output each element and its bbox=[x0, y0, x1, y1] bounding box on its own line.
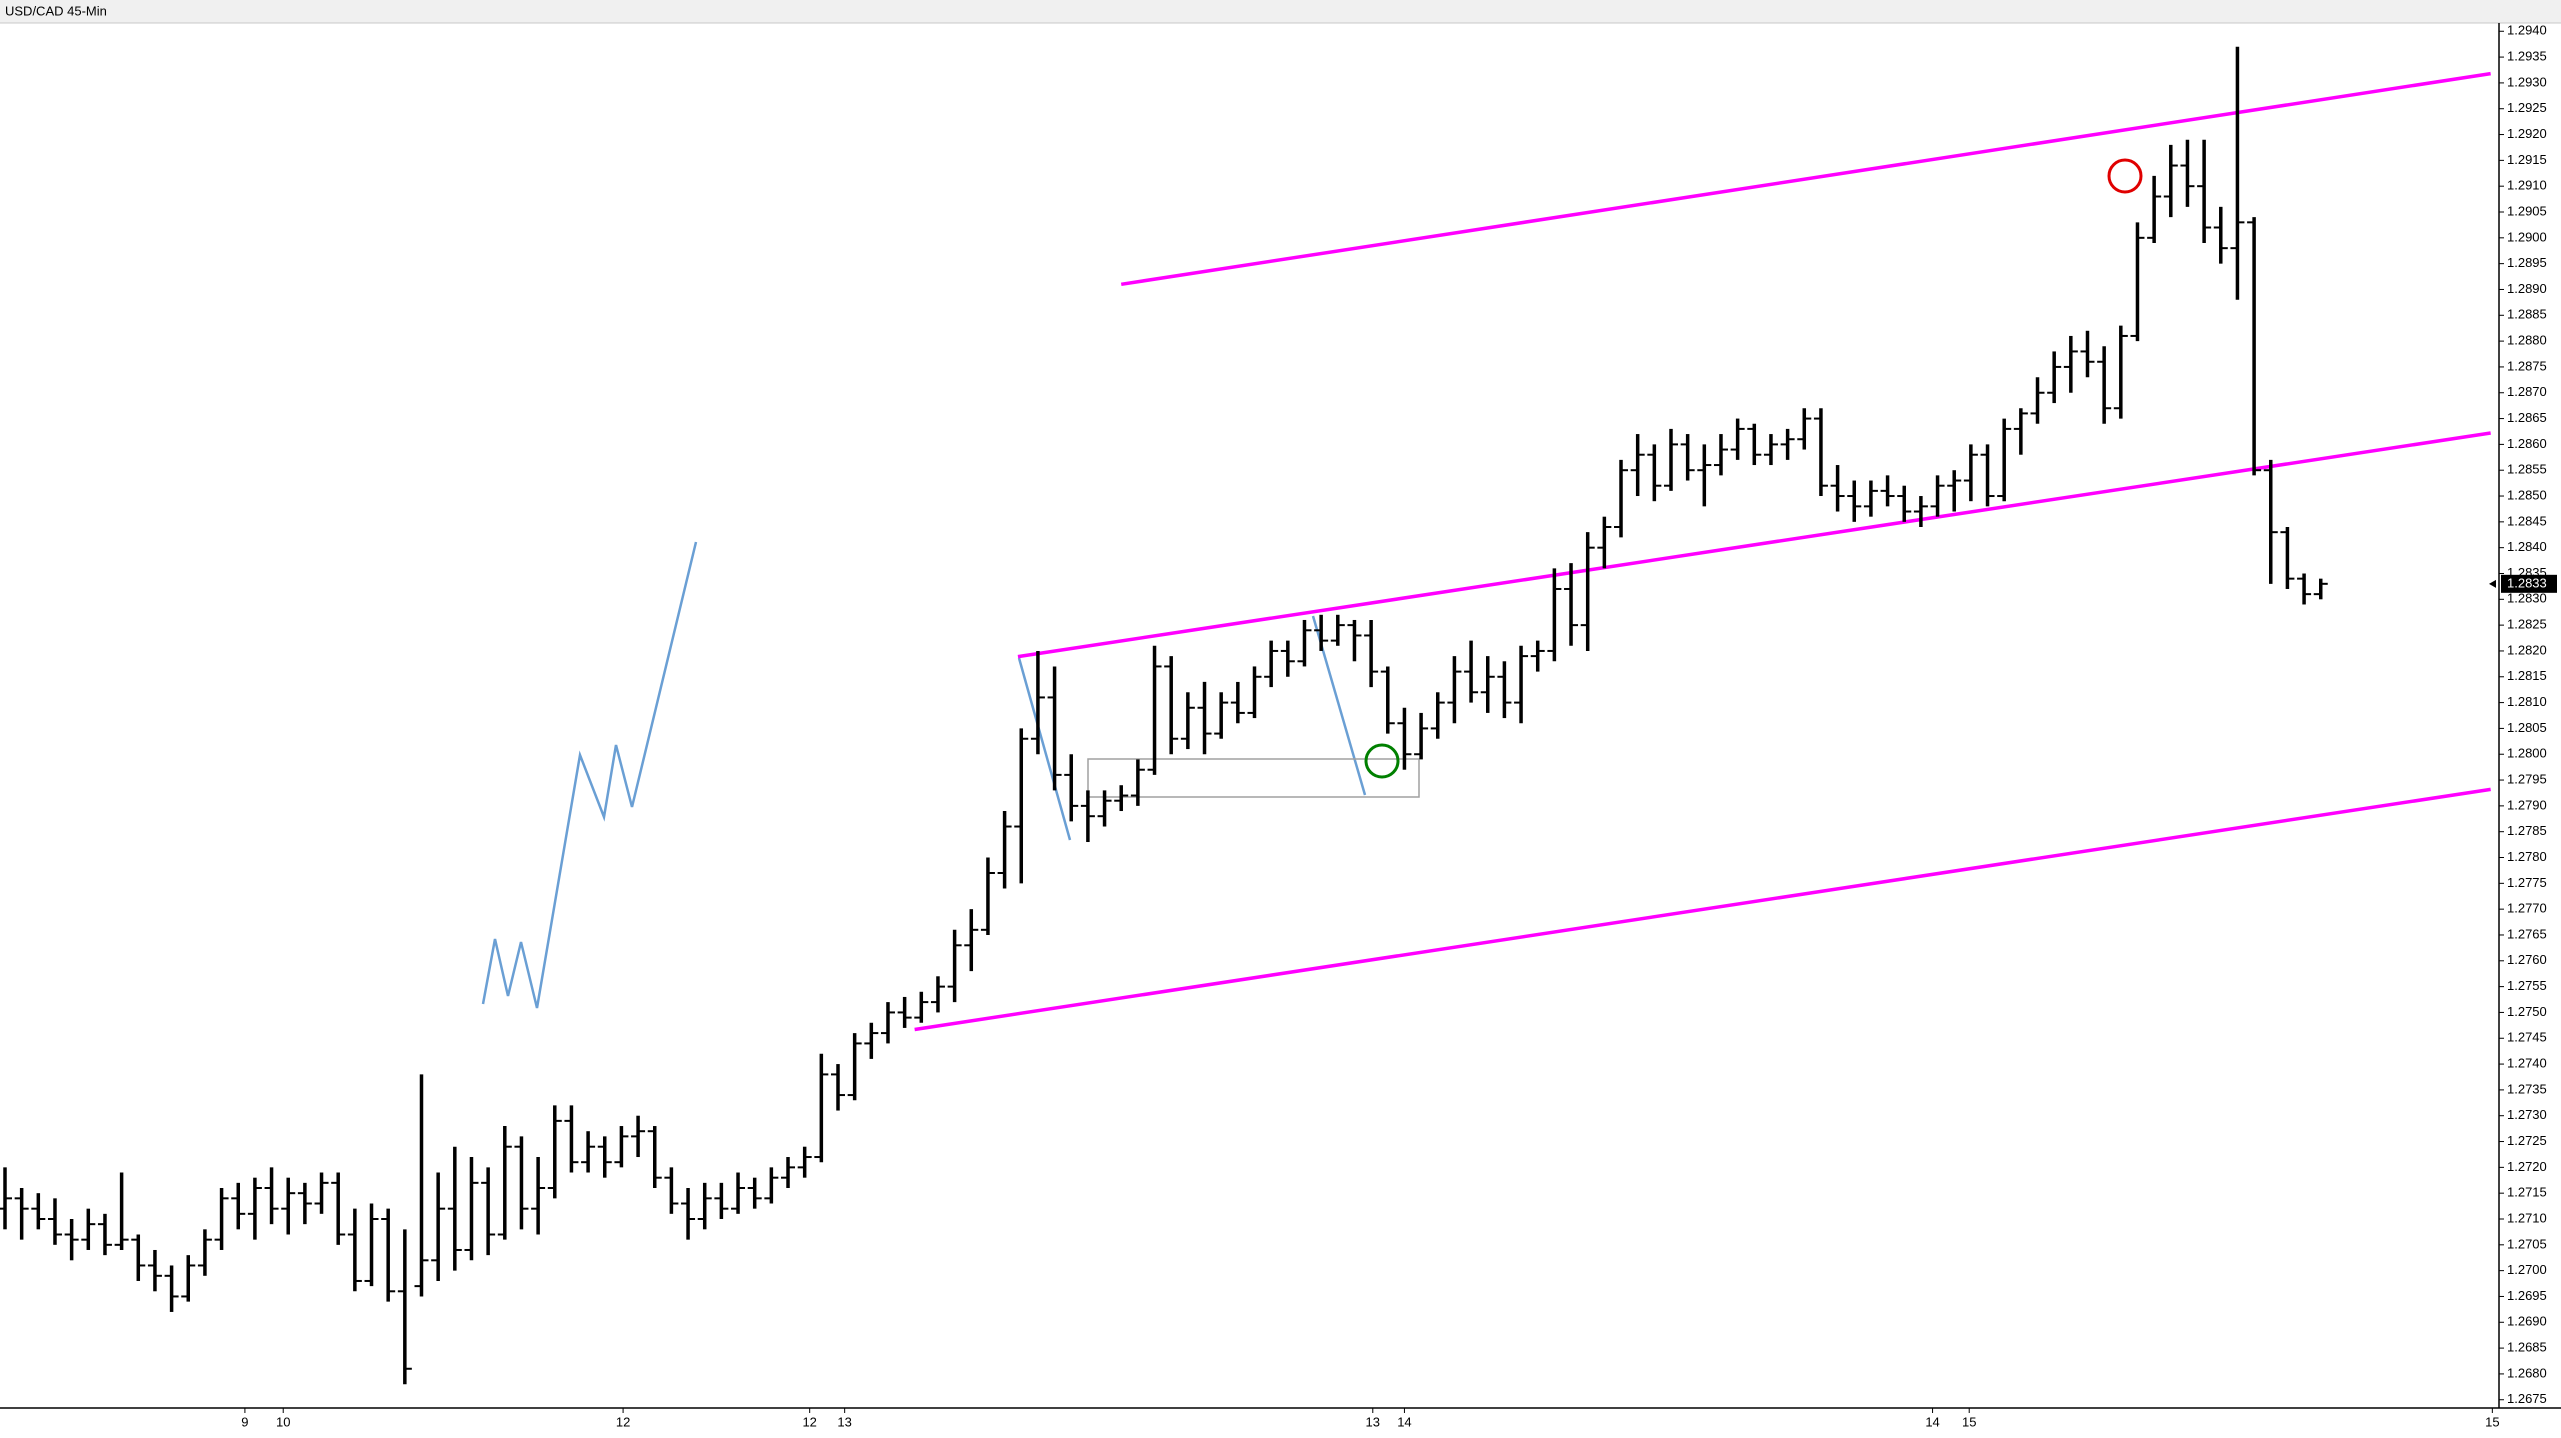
x-tick-label: 10 bbox=[276, 1414, 290, 1429]
y-tick-label: 1.2910 bbox=[2507, 178, 2547, 193]
y-tick-label: 1.2865 bbox=[2507, 410, 2547, 425]
y-tick-label: 1.2845 bbox=[2507, 513, 2547, 528]
y-tick-label: 1.2935 bbox=[2507, 49, 2547, 64]
y-tick-label: 1.2920 bbox=[2507, 126, 2547, 141]
y-tick-label: 1.2770 bbox=[2507, 901, 2547, 916]
y-tick-label: 1.2695 bbox=[2507, 1288, 2547, 1303]
channel-line bbox=[1017, 431, 2491, 659]
x-tick-label: 15 bbox=[1962, 1414, 1976, 1429]
y-tick-label: 1.2700 bbox=[2507, 1262, 2547, 1277]
y-tick-label: 1.2930 bbox=[2507, 74, 2547, 89]
x-tick-label: 12 bbox=[802, 1414, 816, 1429]
y-tick-label: 1.2715 bbox=[2507, 1185, 2547, 1200]
y-tick-label: 1.2940 bbox=[2507, 23, 2547, 38]
y-tick-label: 1.2790 bbox=[2507, 797, 2547, 812]
y-tick-label: 1.2925 bbox=[2507, 100, 2547, 115]
y-tick-label: 1.2735 bbox=[2507, 1081, 2547, 1096]
y-tick-label: 1.2855 bbox=[2507, 462, 2547, 477]
y-tick-label: 1.2895 bbox=[2507, 255, 2547, 270]
y-tick-label: 1.2685 bbox=[2507, 1340, 2547, 1355]
channel-line bbox=[914, 787, 2491, 1032]
last-price-arrow bbox=[2489, 579, 2496, 588]
y-tick-label: 1.2795 bbox=[2507, 771, 2547, 786]
y-tick-label: 1.2680 bbox=[2507, 1365, 2547, 1380]
x-tick-label: 13 bbox=[837, 1414, 851, 1429]
y-tick-label: 1.2875 bbox=[2507, 358, 2547, 373]
x-tick-label: 12 bbox=[616, 1414, 630, 1429]
x-tick-label: 14 bbox=[1925, 1414, 1939, 1429]
y-tick-label: 1.2900 bbox=[2507, 229, 2547, 244]
y-tick-label: 1.2860 bbox=[2507, 436, 2547, 451]
last-price-box bbox=[2501, 574, 2557, 593]
green-circle bbox=[1364, 743, 1400, 779]
y-tick-label: 1.2810 bbox=[2507, 694, 2547, 709]
y-tick-label: 1.2815 bbox=[2507, 668, 2547, 683]
y-tick-label: 1.2690 bbox=[2507, 1314, 2547, 1329]
channel-line bbox=[1120, 71, 2491, 287]
y-tick-label: 1.2805 bbox=[2507, 720, 2547, 735]
y-tick-label: 1.2720 bbox=[2507, 1159, 2547, 1174]
last-price-label: 1.2833 bbox=[2507, 575, 2547, 590]
y-tick-label: 1.2730 bbox=[2507, 1107, 2547, 1122]
y-tick-label: 1.2780 bbox=[2507, 849, 2547, 864]
y-tick-label: 1.2755 bbox=[2507, 978, 2547, 993]
swing-line bbox=[1017, 657, 1072, 841]
y-tick-label: 1.2825 bbox=[2507, 617, 2547, 632]
y-tick-label: 1.2880 bbox=[2507, 333, 2547, 348]
y-tick-label: 1.2870 bbox=[2507, 384, 2547, 399]
y-tick-label: 1.2890 bbox=[2507, 281, 2547, 296]
y-tick-label: 1.2710 bbox=[2507, 1210, 2547, 1225]
y-tick-label: 1.2765 bbox=[2507, 926, 2547, 941]
projection-zigzag bbox=[481, 541, 698, 1009]
y-tick-label: 1.2705 bbox=[2507, 1236, 2547, 1251]
y-tick-label: 1.2850 bbox=[2507, 487, 2547, 502]
y-tick-label: 1.2840 bbox=[2507, 539, 2547, 554]
y-tick-label: 1.2800 bbox=[2507, 746, 2547, 761]
y-tick-label: 1.2905 bbox=[2507, 203, 2547, 218]
y-tick-label: 1.2745 bbox=[2507, 1030, 2547, 1045]
y-tick-label: 1.2830 bbox=[2507, 591, 2547, 606]
y-tick-label: 1.2885 bbox=[2507, 307, 2547, 322]
y-tick-label: 1.2750 bbox=[2507, 1004, 2547, 1019]
support-box bbox=[1087, 758, 1420, 798]
y-tick-label: 1.2725 bbox=[2507, 1133, 2547, 1148]
y-tick-label: 1.2820 bbox=[2507, 642, 2547, 657]
price-bars bbox=[0, 46, 2328, 1385]
y-tick-label: 1.2760 bbox=[2507, 952, 2547, 967]
y-tick-label: 1.2915 bbox=[2507, 152, 2547, 167]
red-circle bbox=[2107, 158, 2143, 194]
title-bar bbox=[0, 0, 2561, 23]
y-tick-label: 1.2785 bbox=[2507, 823, 2547, 838]
x-tick-label: 15 bbox=[2485, 1414, 2499, 1429]
y-tick-label: 1.2740 bbox=[2507, 1056, 2547, 1071]
x-tick-label: 13 bbox=[1366, 1414, 1380, 1429]
x-tick-label: 14 bbox=[1397, 1414, 1411, 1429]
chart-title: USD/CAD 45-Min bbox=[5, 3, 107, 18]
y-tick-label: 1.2675 bbox=[2507, 1391, 2547, 1406]
y-tick-label: 1.2775 bbox=[2507, 875, 2547, 890]
x-tick-label: 9 bbox=[241, 1414, 248, 1429]
